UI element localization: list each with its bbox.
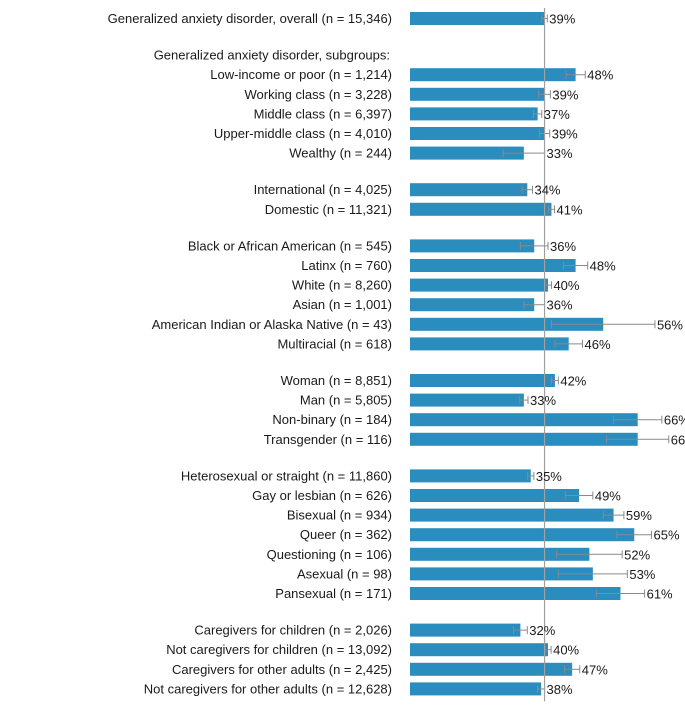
category-label: Bisexual (n = 934): [287, 508, 392, 523]
data-label: 53%: [629, 567, 655, 582]
data-label: 47%: [582, 662, 608, 677]
category-label: Transgender (n = 116): [264, 432, 392, 447]
data-label: 38%: [547, 682, 573, 697]
category-label: International (n = 4,025): [254, 182, 392, 197]
data-label: 40%: [553, 278, 579, 293]
category-label: Wealthy (n = 244): [289, 146, 392, 161]
category-label: Not caregivers for children (n = 13,092): [166, 642, 392, 657]
data-label: 37%: [544, 107, 570, 122]
data-label: 39%: [552, 127, 578, 142]
bar: [410, 278, 548, 292]
category-label: Caregivers for other adults (n = 2,425): [172, 662, 392, 677]
bar: [410, 259, 576, 272]
data-label: 42%: [560, 374, 586, 389]
bar: [410, 87, 545, 101]
data-label: 32%: [529, 623, 555, 638]
data-label: 36%: [547, 298, 573, 313]
bar: [410, 682, 542, 696]
data-label: 33%: [530, 393, 556, 408]
data-label: 33%: [547, 146, 573, 161]
data-label: 36%: [550, 239, 576, 254]
category-label: Questioning (n = 106): [267, 547, 392, 562]
category-label: Gay or lesbian (n = 626): [252, 488, 392, 503]
bar: [410, 623, 521, 637]
bar: [410, 528, 635, 542]
bar: [410, 202, 552, 216]
bar: [410, 393, 524, 407]
category-label: Working class (n = 3,228): [244, 87, 392, 102]
bar: [410, 489, 580, 502]
data-label: 52%: [624, 547, 650, 562]
bar: [410, 337, 569, 351]
bars-layer: [410, 12, 670, 696]
category-label: Low-income or poor (n = 1,214): [210, 67, 392, 82]
data-label: 48%: [590, 259, 616, 274]
category-label: Pansexual (n = 171): [275, 586, 392, 601]
bar: [410, 107, 538, 121]
data-label: 34%: [534, 183, 560, 198]
category-label: Heterosexual or straight (n = 11,860): [181, 468, 392, 483]
category-label: Upper-middle class (n = 4,010): [214, 126, 392, 141]
category-label: Not caregivers for other adults (n = 12,…: [144, 681, 392, 696]
bar: [410, 567, 593, 581]
category-label: Caregivers for children (n = 2,026): [194, 623, 392, 638]
data-label: 40%: [553, 643, 579, 658]
bar: [410, 587, 621, 600]
category-label: Middle class (n = 6,397): [254, 106, 392, 121]
bar: [410, 183, 528, 197]
category-label: Latinx (n = 760): [301, 258, 392, 273]
bar: [410, 413, 638, 427]
bar: [410, 317, 604, 331]
data-label: 46%: [585, 337, 611, 352]
bar: [410, 146, 524, 160]
bar: [410, 374, 555, 387]
bar: [410, 662, 573, 676]
bar: [410, 68, 576, 82]
bar: [410, 643, 548, 657]
data-label: 65%: [654, 528, 680, 543]
bar: [410, 12, 545, 25]
data-label: 59%: [626, 508, 652, 523]
bar: [410, 127, 545, 140]
category-label: Generalized anxiety disorder, overall (n…: [108, 11, 392, 26]
data-label: 66%: [664, 413, 685, 428]
bar: [410, 508, 614, 522]
group-heading: Generalized anxiety disorder, subgroups:: [154, 48, 390, 63]
category-label: American Indian or Alaska Native (n = 43…: [152, 317, 392, 332]
data-label: 39%: [552, 87, 578, 102]
bar: [410, 469, 531, 483]
category-label: Non-binary (n = 184): [272, 412, 392, 427]
data-label: 61%: [647, 587, 673, 602]
category-label: Multiracial (n = 618): [277, 336, 392, 351]
bar: [410, 239, 535, 253]
bar: [410, 432, 638, 446]
data-label: 49%: [595, 489, 621, 504]
data-label: 35%: [536, 469, 562, 484]
data-label: 66%: [671, 432, 685, 447]
data-label: 39%: [549, 12, 575, 27]
data-label: 41%: [557, 202, 583, 217]
category-label: Woman (n = 8,851): [281, 373, 392, 388]
bar: [410, 298, 535, 312]
data-label: 48%: [587, 68, 613, 83]
data-label: 56%: [657, 317, 683, 332]
labels-layer: Generalized anxiety disorder, overall (n…: [108, 11, 685, 697]
category-label: Man (n = 5,805): [300, 393, 392, 408]
category-label: Domestic (n = 11,321): [265, 202, 392, 217]
category-label: Asexual (n = 98): [297, 566, 392, 581]
category-label: Asian (n = 1,001): [293, 297, 392, 312]
category-label: White (n = 8,260): [292, 278, 392, 293]
category-label: Black or African American (n = 545): [188, 238, 392, 253]
category-label: Queer (n = 362): [300, 527, 392, 542]
